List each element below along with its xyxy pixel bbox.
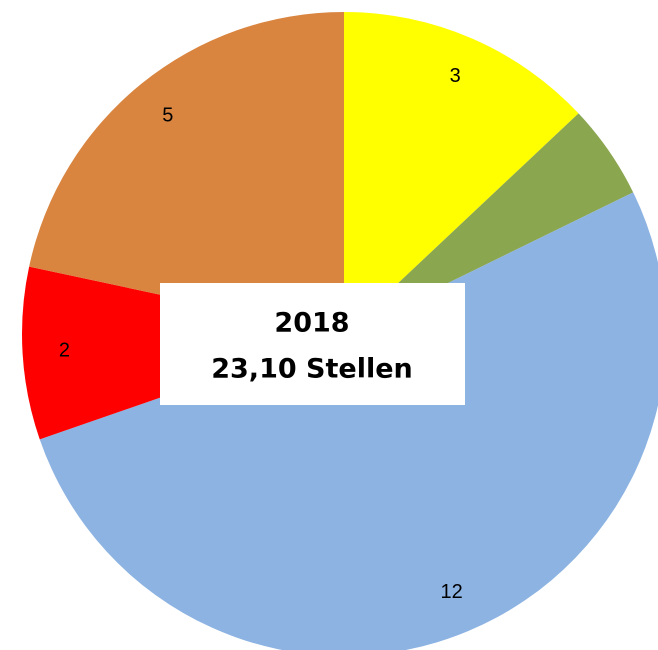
- data-label: 2: [59, 339, 70, 361]
- chart-title: 2018: [274, 308, 349, 339]
- data-label: 3: [450, 65, 461, 87]
- labels: 3 12 2 5: [59, 65, 463, 603]
- pie-slice: [29, 12, 345, 334]
- pie-slice: [344, 113, 634, 334]
- slices: [22, 12, 658, 650]
- pie-slice: [344, 12, 579, 334]
- data-label: 5: [162, 104, 173, 126]
- data-label: 12: [441, 581, 463, 603]
- chart-subtitle: 23,10 Stellen: [211, 354, 413, 385]
- title-box: [160, 283, 465, 405]
- pie-slice: [39, 192, 658, 650]
